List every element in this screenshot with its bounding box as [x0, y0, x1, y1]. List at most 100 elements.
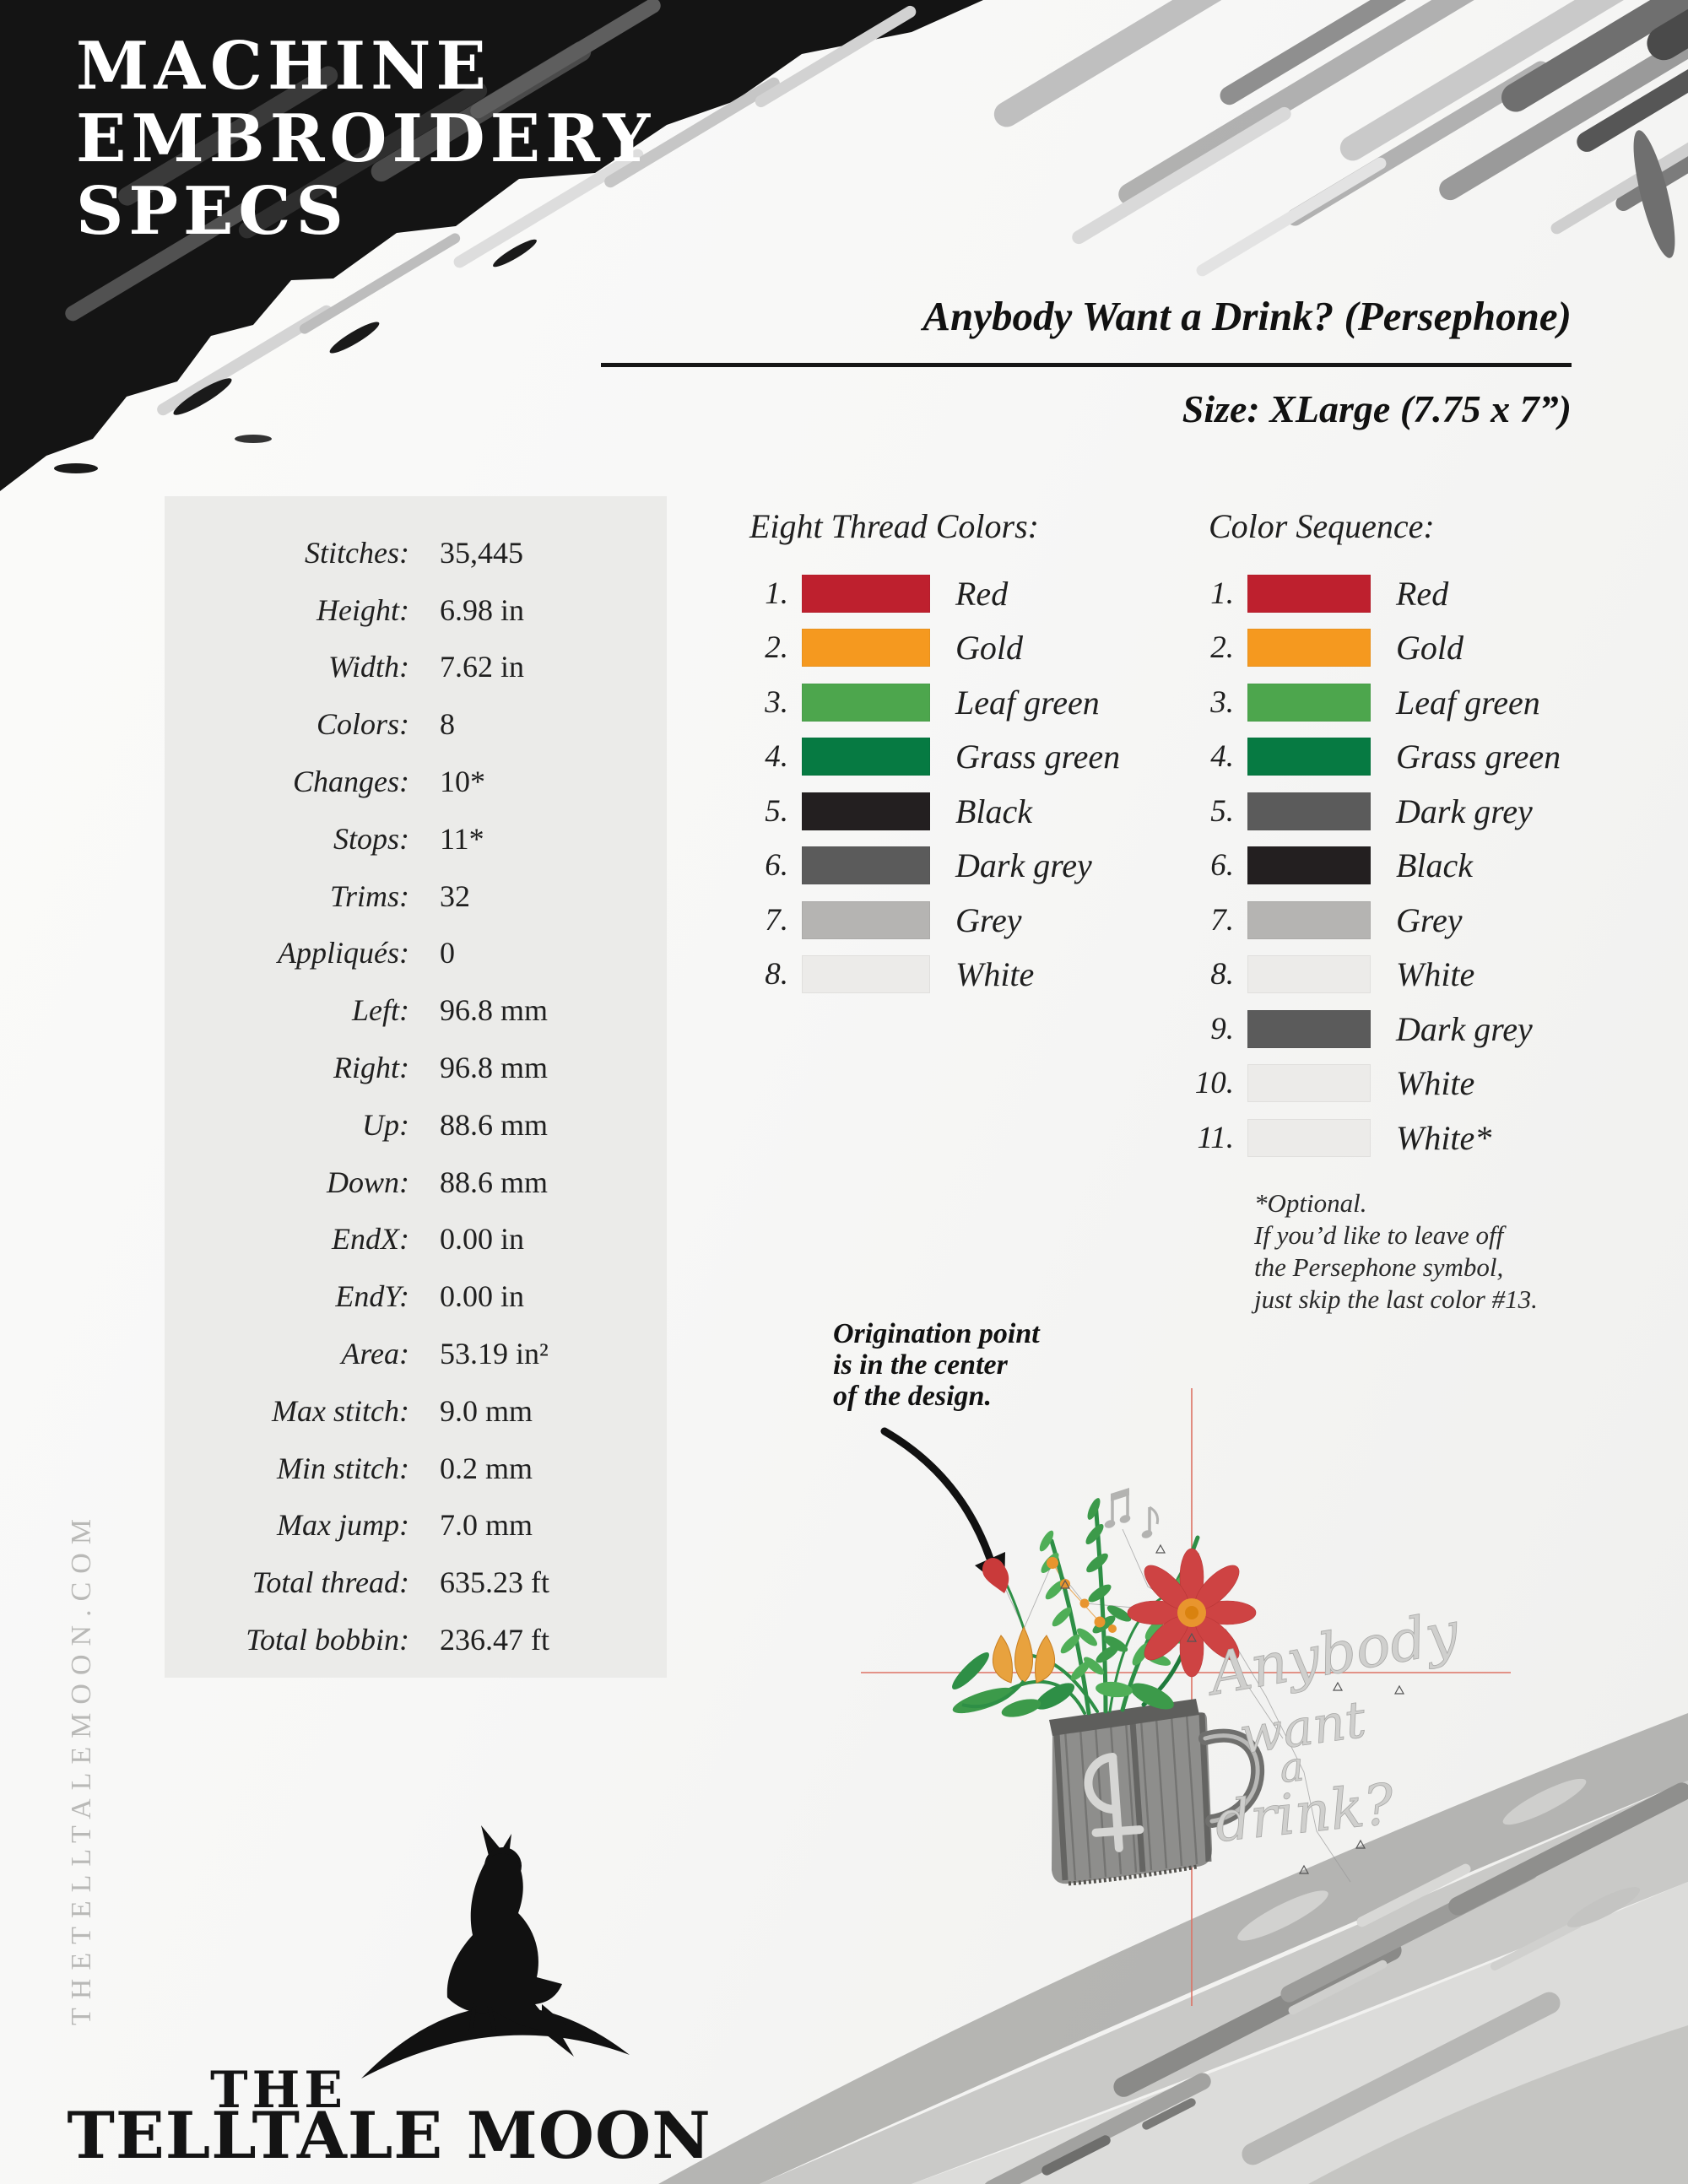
page-title-line: MACHINE [76, 28, 491, 105]
color-name: White* [1396, 1118, 1492, 1157]
crescent-moon-icon [361, 2006, 630, 2079]
color-row: 4. Grass green [749, 730, 1120, 785]
color-name: Black [955, 792, 1033, 830]
stat-label: Appliqués: [278, 936, 409, 970]
stat-value: 0.2 mm [440, 1451, 533, 1485]
color-row: 1. Red [749, 566, 1120, 621]
color-number: 6. [1210, 848, 1234, 884]
color-row: 5. Dark grey [1173, 784, 1561, 839]
color-row: 9. Dark grey [1173, 1002, 1561, 1057]
color-sequence-heading: Color Sequence: [1209, 507, 1435, 545]
stat-row: Total bobbin: 236.47 ft [165, 1611, 667, 1668]
footnote-line: *Optional. [1254, 1187, 1367, 1218]
stitch-marker-triangles [1059, 1543, 1405, 1874]
color-row: 11. White* [1173, 1111, 1561, 1165]
stat-value: 88.6 mm [440, 1107, 549, 1142]
stat-label: Up: [362, 1107, 409, 1142]
stat-row: Max jump: 7.0 mm [165, 1497, 667, 1554]
footnote-line: just skip the last color #13. [1254, 1284, 1538, 1314]
color-row: 2. Gold [749, 621, 1120, 676]
color-row: 10. White [1173, 1057, 1561, 1111]
color-swatch [1247, 955, 1371, 994]
color-name: White [955, 955, 1035, 994]
color-swatch [1247, 738, 1371, 776]
stat-label: Stitches: [305, 535, 409, 570]
color-row: 4. Grass green [1173, 730, 1561, 785]
stat-row: Colors: 8 [165, 695, 667, 753]
top-right-brush-strokes [993, 0, 1688, 277]
script-word: a [1277, 1743, 1306, 1792]
color-number: 11. [1197, 1120, 1234, 1155]
color-name: Grass green [1396, 738, 1561, 776]
color-name: Grass green [955, 738, 1121, 776]
color-swatch [802, 574, 930, 613]
stat-row: Min stitch: 0.2 mm [165, 1440, 667, 1497]
red-bud-graphic [982, 1558, 1009, 1593]
color-name: Dark grey [1396, 792, 1533, 830]
stat-value: 9.0 mm [440, 1393, 533, 1428]
script-word: drink? [1212, 1771, 1398, 1855]
stat-row: Appliqués: 0 [165, 925, 667, 982]
stat-value: 0.00 in [440, 1222, 525, 1257]
color-swatch [1247, 1064, 1371, 1103]
logo-text-telltale-moon: TELLTALE MOON [67, 2098, 711, 2173]
music-notes-icon [1104, 1488, 1160, 1538]
color-row: 5. Black [749, 784, 1120, 839]
color-number: 1. [765, 576, 788, 611]
stat-value: 7.0 mm [440, 1508, 533, 1543]
stat-label: Total bobbin: [246, 1623, 409, 1657]
page-title-line: SPECS [76, 173, 349, 250]
crow-icon [446, 1825, 584, 2057]
color-name: Leaf green [955, 683, 1100, 722]
stat-row: Left: 96.8 mm [165, 981, 667, 1039]
stat-row: Changes: 10* [165, 753, 667, 810]
stat-label: Stops: [333, 821, 409, 856]
stat-value: 88.6 mm [440, 1165, 549, 1199]
thread-colors-heading: Eight Thread Colors: [749, 507, 1039, 545]
design-name: Anybody Want a Drink? (Persephone) [922, 293, 1572, 339]
color-row: 2. Gold [1173, 621, 1561, 676]
thread-colors-list: 1. Red 2. Gold 3. Leaf green 4. Grass gr… [749, 566, 1120, 1002]
color-swatch [1247, 900, 1371, 939]
stat-row: Total thread: 635.23 ft [165, 1554, 667, 1611]
color-swatch [802, 683, 930, 722]
stat-row: Height: 6.98 in [165, 581, 667, 639]
stat-value: 10* [440, 765, 485, 799]
stat-label: Colors: [316, 707, 409, 742]
stat-row: Trims: 32 [165, 868, 667, 925]
stat-value: 8 [440, 707, 455, 742]
color-name: Grey [955, 900, 1022, 939]
embroidery-design-preview: Anybody want a drink? [861, 1388, 1511, 2006]
stat-row: Down: 88.6 mm [165, 1154, 667, 1211]
stat-value: 11* [440, 821, 484, 856]
color-swatch [1247, 574, 1371, 613]
color-name: Red [1396, 574, 1449, 613]
header-rule [601, 363, 1572, 367]
stat-label: Changes: [293, 765, 409, 799]
origination-note-line: Origination point [833, 1318, 1040, 1349]
color-swatch [1247, 1009, 1371, 1048]
color-name: Gold [955, 629, 1023, 668]
color-number: 10. [1194, 1066, 1234, 1101]
stat-label: Down: [327, 1165, 409, 1199]
color-swatch [1247, 1118, 1371, 1157]
crosshair-lines [861, 1388, 1511, 2006]
color-name: White [1396, 955, 1475, 994]
color-number: 5. [1210, 793, 1234, 829]
stat-value: 236.47 ft [440, 1623, 549, 1657]
stat-value: 53.19 in² [440, 1337, 549, 1371]
color-name: Grey [1396, 900, 1463, 939]
color-number: 4. [1210, 739, 1234, 775]
color-number: 7. [765, 902, 788, 938]
color-number: 4. [765, 739, 788, 775]
color-number: 2. [765, 630, 788, 666]
stat-label: Min stitch: [277, 1451, 409, 1485]
color-sequence-section: Color Sequence: 1. Red 2. Gold 3. Leaf g… [1173, 506, 1561, 1316]
tulip-flower-graphic [952, 1625, 1055, 1714]
stat-row: Area: 53.19 in² [165, 1325, 667, 1382]
stat-label: Left: [352, 993, 409, 1028]
color-name: Black [1396, 846, 1474, 885]
stat-value: 0.00 in [440, 1279, 525, 1314]
